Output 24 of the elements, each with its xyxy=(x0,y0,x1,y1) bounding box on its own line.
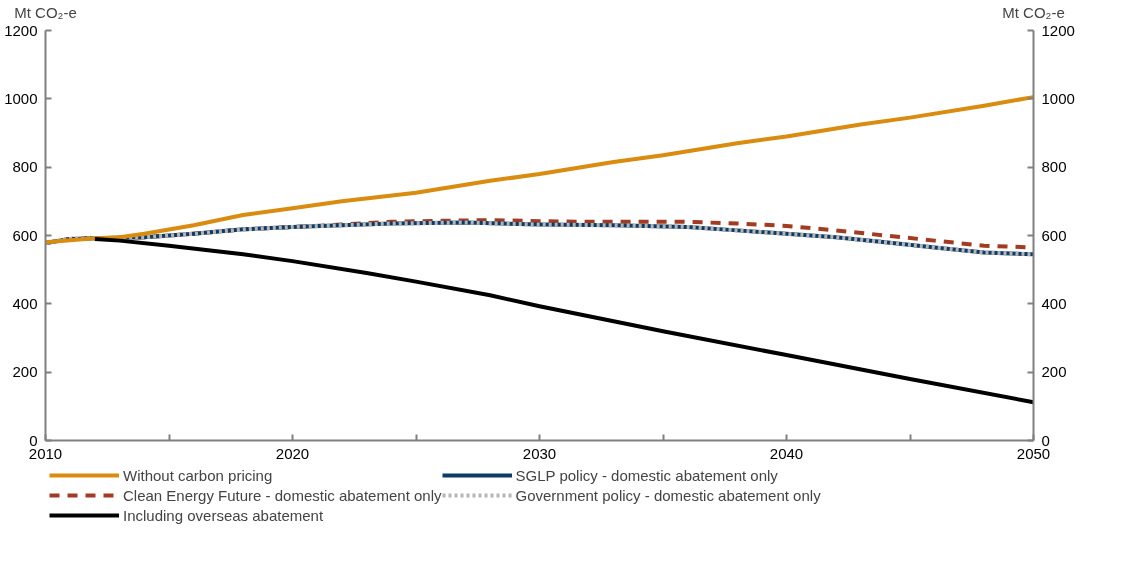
x-tick-label: 2040 xyxy=(769,444,804,462)
y-tick-label: 1200 xyxy=(4,21,38,39)
y-axis-title: Mt CO₂-e xyxy=(14,3,77,21)
legend-label: Including overseas abatement xyxy=(123,506,324,524)
x-tick-label: 2030 xyxy=(522,444,557,462)
legend-label: SGLP policy - domestic abatement only xyxy=(515,466,778,484)
y2-tick-label: 400 xyxy=(1041,294,1067,312)
y-tick-label: 800 xyxy=(12,158,38,176)
y2-tick-label: 0 xyxy=(1041,431,1050,449)
legend-label: Clean Energy Future - domestic abatement only xyxy=(123,486,442,504)
y2-tick-label: 800 xyxy=(1041,158,1067,176)
y2-tick-label: 600 xyxy=(1041,226,1067,244)
y2-axis-title: Mt CO₂-e xyxy=(1002,3,1065,21)
x-tick-label: 2020 xyxy=(275,444,310,462)
y-tick-label: 600 xyxy=(12,226,38,244)
legend-label: Government policy - domestic abatement only xyxy=(515,486,821,504)
y-tick-label: 400 xyxy=(12,294,38,312)
legend-label: Without carbon pricing xyxy=(123,466,273,484)
y-tick-label: 200 xyxy=(12,363,38,381)
y2-tick-label: 1000 xyxy=(1041,89,1075,107)
y2-tick-label: 200 xyxy=(1041,363,1067,381)
y-tick-label: 0 xyxy=(29,431,38,449)
y-tick-label: 1000 xyxy=(4,89,38,107)
y2-tick-label: 1200 xyxy=(1041,21,1075,39)
